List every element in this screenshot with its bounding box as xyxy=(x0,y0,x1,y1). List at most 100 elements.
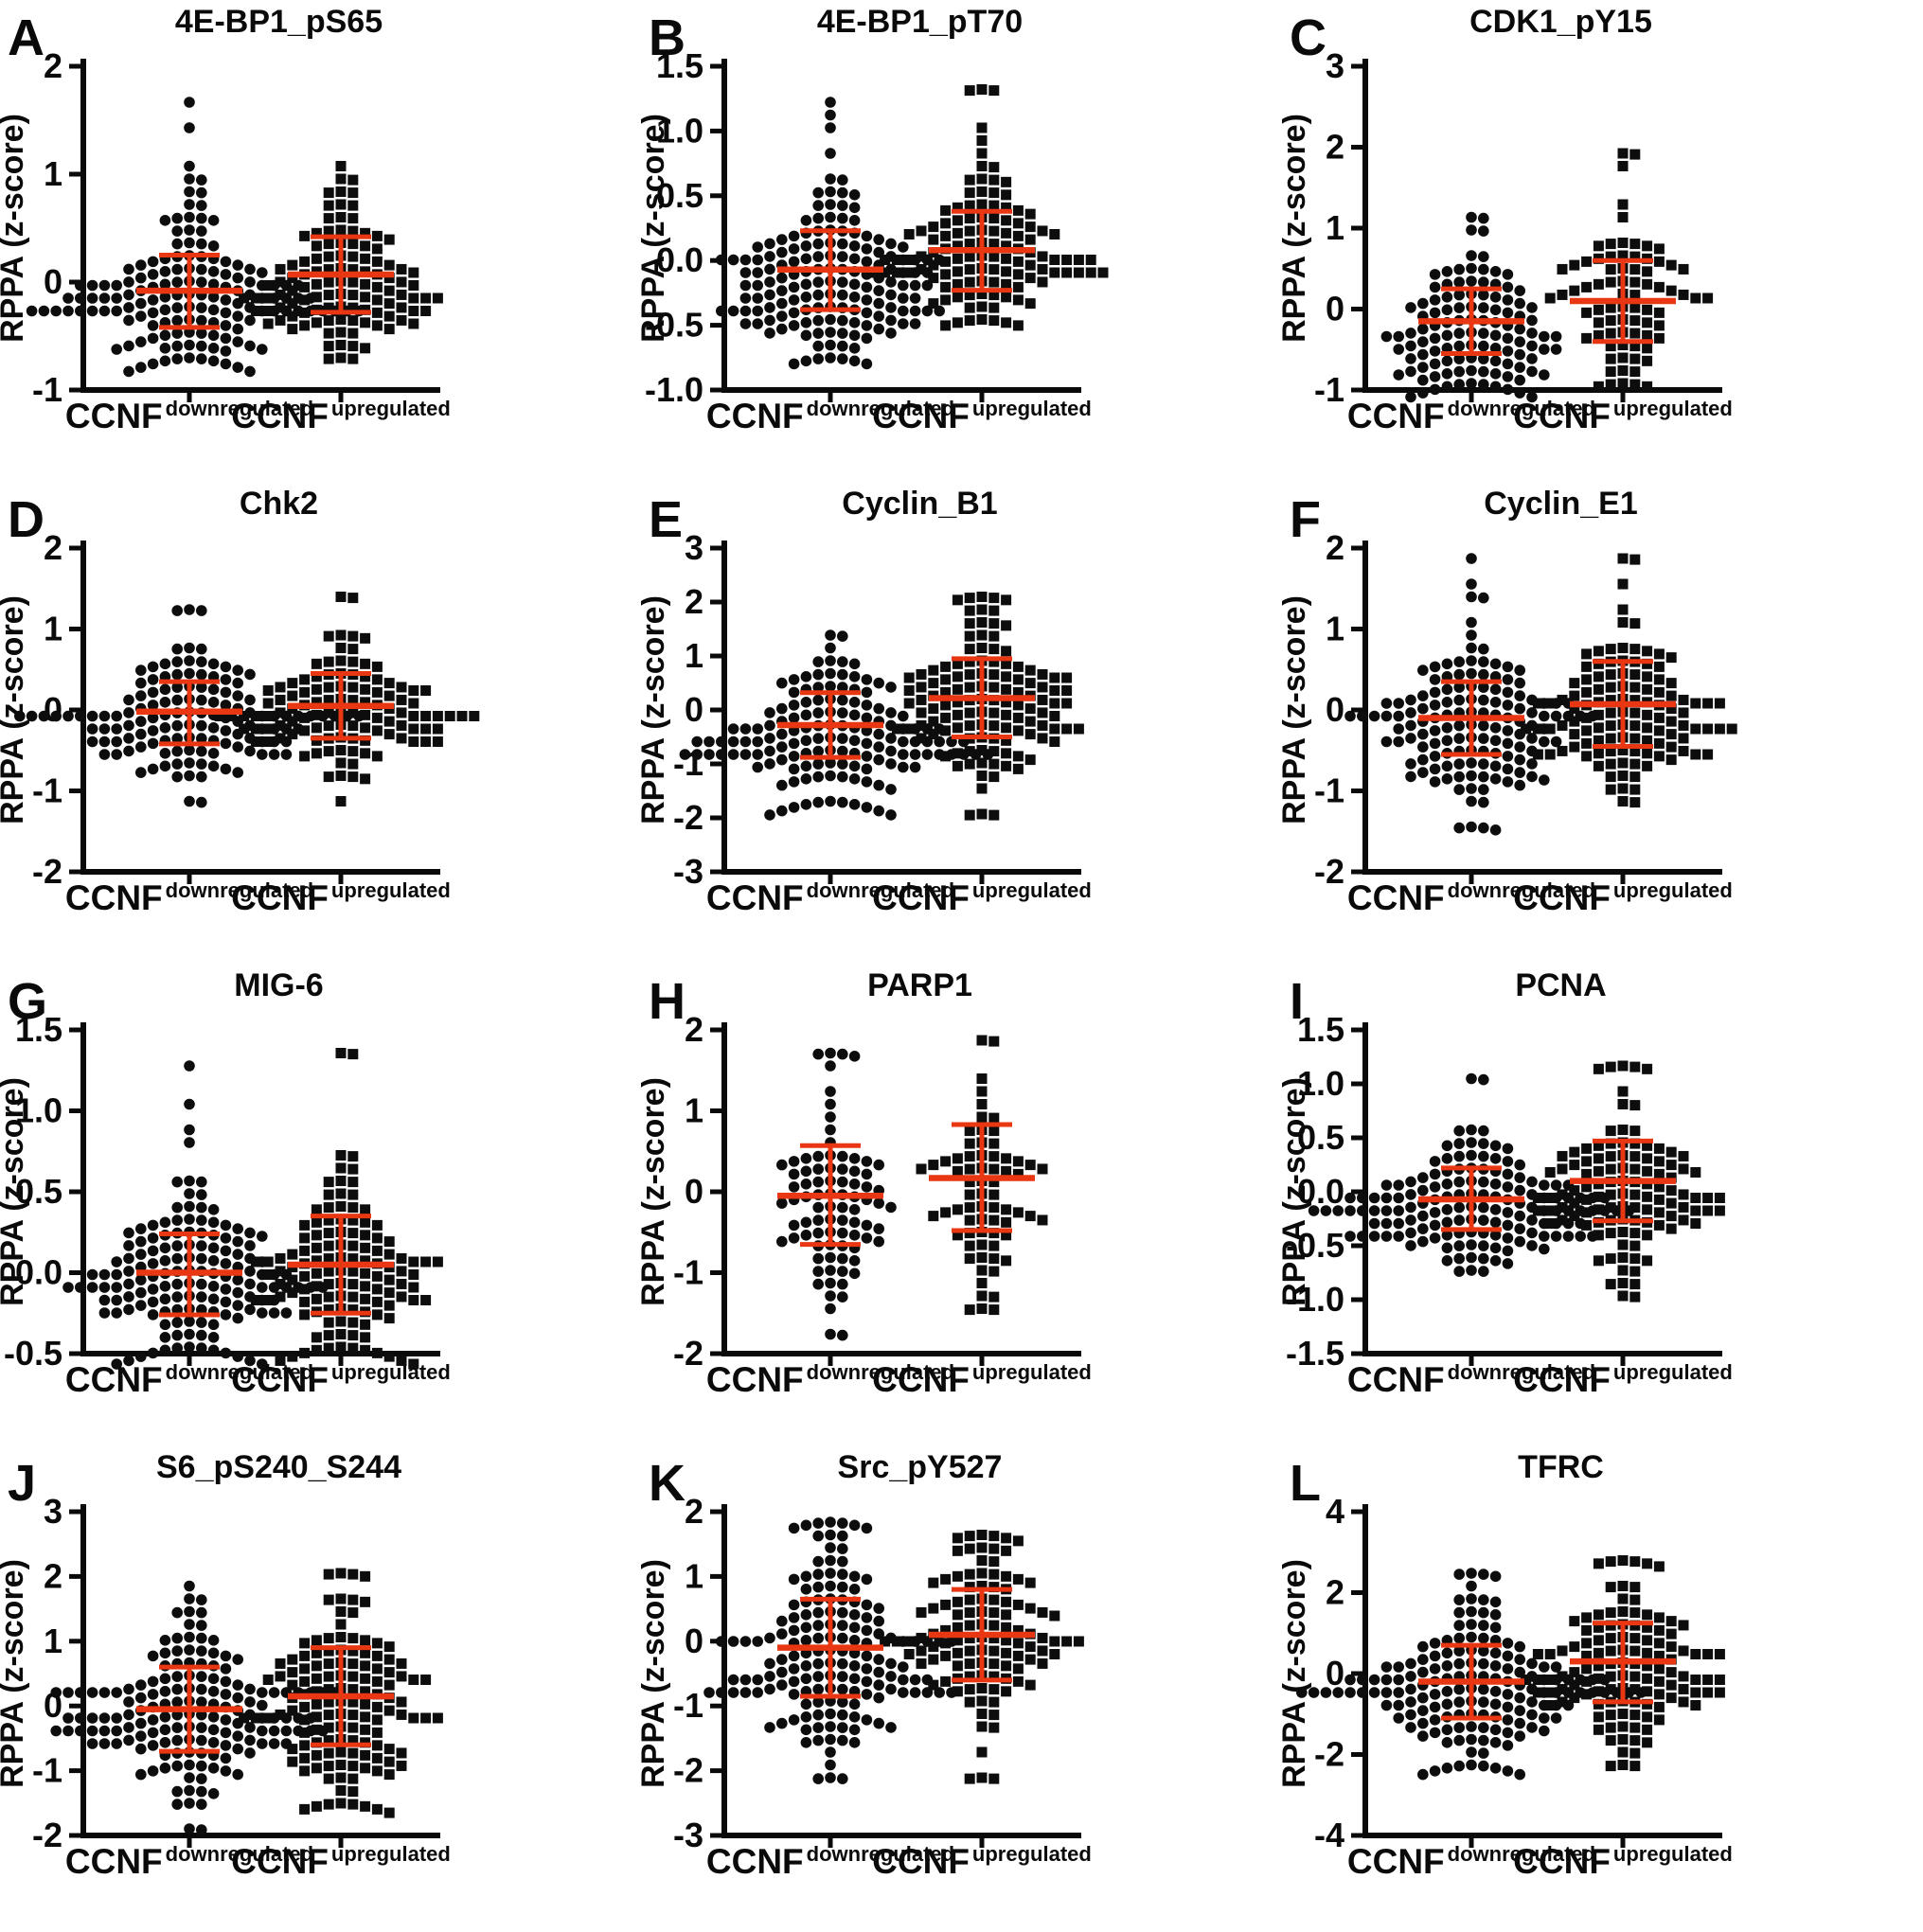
data-point xyxy=(898,761,909,773)
data-point xyxy=(1617,1227,1629,1237)
data-point xyxy=(383,1667,395,1678)
data-point xyxy=(812,200,824,211)
data-point xyxy=(111,1268,122,1281)
data-point xyxy=(1617,771,1629,781)
data-point xyxy=(1049,1636,1060,1647)
data-point xyxy=(1539,369,1550,381)
data-point xyxy=(976,301,988,312)
data-point xyxy=(75,1282,86,1293)
data-point xyxy=(1653,256,1665,267)
panel-letter-L: L xyxy=(1290,1455,1321,1512)
data-point xyxy=(135,1274,147,1285)
data-point xyxy=(1012,320,1024,331)
data-point xyxy=(371,307,383,318)
data-point xyxy=(1393,736,1404,748)
data-point xyxy=(1478,251,1489,262)
data-point xyxy=(86,1268,98,1281)
data-point xyxy=(976,1303,988,1314)
data-point xyxy=(1001,189,1012,201)
data-point xyxy=(800,215,812,226)
data-point xyxy=(1605,341,1616,352)
y-tick-label: 0.0 xyxy=(15,1253,62,1292)
data-point xyxy=(1478,1594,1489,1605)
data-point xyxy=(1617,1721,1629,1732)
data-point xyxy=(347,1304,359,1316)
x-category-label-upregulated: CCNF upregulated xyxy=(231,878,451,917)
data-point xyxy=(1642,1647,1653,1658)
data-point xyxy=(239,711,250,721)
data-point xyxy=(964,1696,975,1708)
data-point xyxy=(988,1594,1000,1605)
data-point xyxy=(1453,1734,1465,1746)
data-point xyxy=(812,1176,824,1188)
data-point xyxy=(347,200,359,211)
data-point xyxy=(1453,1138,1465,1149)
data-point xyxy=(1629,366,1641,378)
data-point xyxy=(1429,776,1441,788)
data-point xyxy=(952,253,963,264)
data-point xyxy=(275,1355,286,1366)
data-point xyxy=(1665,1211,1677,1222)
panel-title-I: PCNA xyxy=(1515,967,1606,1003)
data-point xyxy=(916,682,927,693)
data-point xyxy=(1478,1138,1489,1149)
data-point xyxy=(1024,678,1036,689)
data-point xyxy=(825,795,836,807)
data-point xyxy=(184,1341,195,1353)
data-point xyxy=(1502,1232,1514,1244)
data-point xyxy=(360,1230,371,1241)
data-point xyxy=(1557,694,1568,705)
data-point xyxy=(1012,725,1024,736)
y-tick-label: -2 xyxy=(673,798,703,837)
data-point xyxy=(220,1675,232,1688)
data-point xyxy=(207,1686,220,1697)
data-point xyxy=(1557,745,1568,756)
data-point xyxy=(335,592,347,602)
data-point xyxy=(788,1689,800,1700)
data-point xyxy=(1024,298,1036,310)
error-bar-upregulated xyxy=(288,1645,394,1747)
data-point xyxy=(776,702,788,715)
data-point xyxy=(848,1179,861,1190)
swarm-upregulated xyxy=(1521,553,1737,808)
data-point xyxy=(299,1765,311,1777)
data-point xyxy=(1550,344,1562,355)
data-point xyxy=(1544,723,1556,735)
data-point xyxy=(1037,733,1048,744)
data-point xyxy=(848,1711,861,1723)
data-point xyxy=(1429,1714,1441,1726)
data-point xyxy=(86,1712,98,1724)
data-point xyxy=(360,773,371,785)
data-point xyxy=(1405,733,1416,744)
data-point xyxy=(311,304,322,315)
data-point xyxy=(952,1647,963,1658)
data-point xyxy=(275,1671,286,1682)
data-point xyxy=(788,700,800,711)
data-point xyxy=(1466,378,1477,389)
data-point xyxy=(335,1772,347,1783)
data-point xyxy=(1061,1636,1073,1647)
data-point xyxy=(1593,317,1604,328)
data-point xyxy=(976,1086,988,1097)
data-point xyxy=(360,304,371,315)
data-point xyxy=(347,746,359,757)
data-point xyxy=(988,1671,1000,1682)
data-point xyxy=(1514,323,1525,335)
data-point xyxy=(1478,1176,1489,1188)
data-point xyxy=(299,1284,311,1295)
data-point xyxy=(988,213,1000,224)
data-point xyxy=(287,285,298,296)
data-point xyxy=(1617,1593,1629,1604)
data-point xyxy=(184,186,195,198)
data-point xyxy=(812,733,824,744)
data-point xyxy=(1453,1266,1465,1277)
data-point xyxy=(207,683,220,696)
data-point xyxy=(964,251,975,262)
data-point xyxy=(921,749,934,760)
data-point xyxy=(739,736,752,748)
data-point xyxy=(976,808,988,820)
data-point xyxy=(1001,1204,1012,1215)
